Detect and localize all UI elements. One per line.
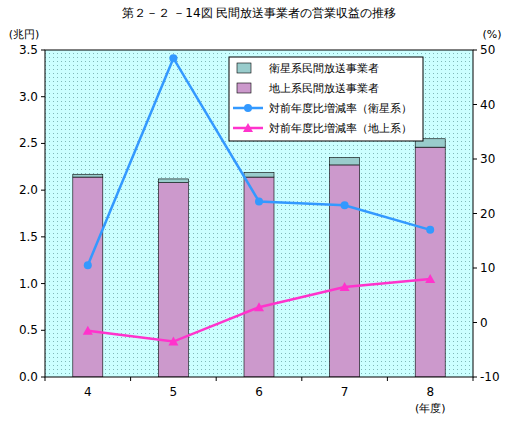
y2-tick	[473, 377, 477, 378]
legend-label: 地上系民間放送事業者	[268, 82, 379, 95]
marker	[255, 198, 263, 206]
y-tick-label: 1.5	[19, 230, 38, 244]
y2-tick-label: 10	[480, 261, 495, 275]
marker	[169, 54, 177, 62]
y2-tick	[473, 268, 477, 269]
bar	[330, 165, 360, 377]
y-tick	[41, 96, 45, 97]
bar	[415, 147, 445, 377]
y-tick-label: 0.5	[19, 323, 38, 337]
x-tick-label: 7	[341, 385, 349, 399]
y-tick-label: 0.0	[19, 370, 38, 384]
y-tick-label: 1.0	[19, 277, 38, 291]
plot-area	[45, 50, 473, 377]
y2-tick-label: 0	[480, 316, 488, 330]
legend-marker	[244, 104, 252, 112]
legend-label: 対前年度比増減率（衛星系）	[269, 102, 412, 115]
y2-tick	[473, 322, 477, 323]
line	[88, 279, 430, 342]
bar	[158, 179, 188, 183]
y2-tick	[473, 159, 477, 160]
marker	[426, 226, 434, 234]
marker	[168, 337, 178, 346]
y2-tick-label: 40	[480, 98, 495, 112]
y-tick	[41, 330, 45, 331]
title: 第２－２ －14図 民間放送事業者の営業収益の推移	[122, 6, 397, 20]
marker	[254, 302, 264, 311]
y2-tick-label: -10	[480, 370, 500, 384]
marker	[83, 326, 93, 335]
legend: 衛星系民間放送事業者地上系民間放送事業者対前年度比増減率（衛星系） 対前年度比増減…	[229, 57, 423, 141]
x-tick-label: 5	[170, 385, 178, 399]
y-tick	[41, 236, 45, 237]
y2-tick-label: 50	[480, 43, 495, 57]
legend-marker	[243, 123, 253, 132]
bar	[73, 177, 103, 377]
x-tick-label: 6	[255, 385, 263, 399]
legend-box	[229, 57, 423, 141]
x-tick	[130, 377, 131, 381]
plot-frame	[45, 50, 473, 377]
y2-axis-label: (%)	[482, 28, 501, 41]
bar	[330, 157, 360, 164]
y2-tick-label: 20	[480, 207, 495, 221]
legend-label: 対前年度比増減率（地上系）	[269, 122, 412, 135]
bar	[158, 183, 188, 377]
x-tick-label: 8	[426, 385, 434, 399]
bar	[244, 177, 274, 377]
chart: 第２－２ －14図 民間放送事業者の営業収益の推移 0.0 0.5 1.0 1.5 2.0…	[0, 0, 518, 421]
y-tick	[41, 143, 45, 144]
legend-swatch	[237, 83, 251, 93]
y-tick	[41, 50, 45, 51]
legend-swatch	[237, 63, 251, 73]
y-tick-label: 2.5	[19, 136, 38, 150]
x-axis-label: (年度)	[415, 402, 446, 415]
y-tick	[41, 283, 45, 284]
x-tick	[387, 377, 388, 381]
x-tick	[45, 377, 46, 381]
marks	[73, 54, 445, 377]
y-tick-label: 3.5	[19, 43, 38, 57]
y2-tick	[473, 104, 477, 105]
y-tick	[41, 377, 45, 378]
y2-tick-label: 30	[480, 152, 495, 166]
y-tick	[41, 190, 45, 191]
x-tick	[473, 377, 474, 381]
legend-label: 衛星系民間放送事業者	[269, 62, 379, 75]
y-tick-label: 2.0	[19, 183, 38, 197]
x-tick-label: 4	[84, 385, 92, 399]
bar	[73, 174, 103, 177]
marker	[425, 274, 435, 283]
x-tick	[301, 377, 302, 381]
marker	[84, 261, 92, 269]
y-tick-label: 3.0	[19, 90, 38, 104]
y2-tick	[473, 50, 477, 51]
y-axis-label: (兆円)	[9, 28, 40, 41]
marker	[341, 201, 349, 209]
marker	[340, 282, 350, 291]
x-tick	[216, 377, 217, 381]
y2-tick	[473, 213, 477, 214]
bar	[244, 172, 274, 177]
